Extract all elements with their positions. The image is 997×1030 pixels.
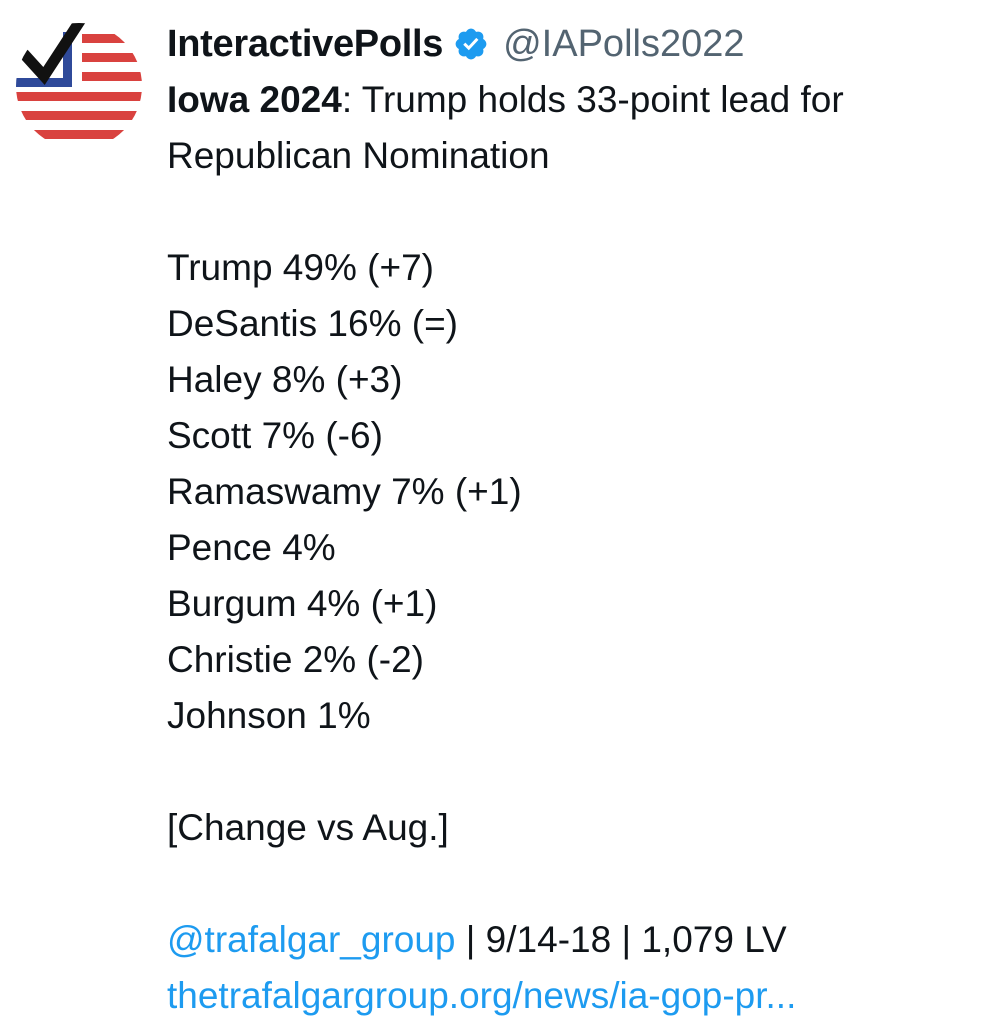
blank-line [167, 184, 992, 240]
tweet-title-line-1: Iowa 2024: Trump holds 33-point lead for [167, 72, 992, 128]
tweet-title-line-2: Republican Nomination [167, 135, 550, 176]
blank-line [167, 744, 992, 800]
poll-result-ramaswamy: Ramaswamy 7% (+1) [167, 471, 522, 512]
source-details: | 9/14-18 | 1,079 LV [455, 919, 787, 960]
article-link-line: thetrafalgargroup.org/news/ia-gop-pr... [167, 968, 992, 1024]
tweet-body: Iowa 2024: Trump holds 33-point lead for… [167, 72, 992, 1024]
trafalgar-group-mention-link[interactable]: @trafalgar_group [167, 919, 456, 960]
poll-result-pence: Pence 4% [167, 527, 336, 568]
avatar[interactable] [14, 14, 144, 156]
tweet-header: InteractivePolls @IAPolls2022 [167, 16, 992, 72]
change-note: [Change vs Aug.] [167, 807, 449, 848]
verified-badge-icon [453, 26, 489, 62]
poll-result-trump: Trump 49% (+7) [167, 247, 434, 288]
user-handle[interactable]: @IAPolls2022 [503, 22, 745, 65]
poll-result-haley: Haley 8% (+3) [167, 359, 403, 400]
display-name[interactable]: InteractivePolls [167, 22, 444, 65]
interactive-polls-logo-icon [16, 23, 142, 149]
poll-result-johnson: Johnson 1% [167, 695, 371, 736]
tweet-content: InteractivePolls @IAPolls2022 Iowa 2024:… [167, 16, 992, 1024]
blank-line [167, 856, 992, 912]
poll-result-scott: Scott 7% (-6) [167, 415, 383, 456]
article-link[interactable]: thetrafalgargroup.org/news/ia-gop-pr... [167, 975, 797, 1016]
poll-result-burgum: Burgum 4% (+1) [167, 583, 438, 624]
source-line: @trafalgar_group | 9/14-18 | 1,079 LV [167, 912, 992, 968]
tweet-title-rest: : Trump holds 33-point lead for [341, 79, 844, 120]
poll-result-desantis: DeSantis 16% (=) [167, 303, 458, 344]
poll-result-christie: Christie 2% (-2) [167, 639, 424, 680]
tweet-title-bold: Iowa 2024 [167, 79, 342, 120]
